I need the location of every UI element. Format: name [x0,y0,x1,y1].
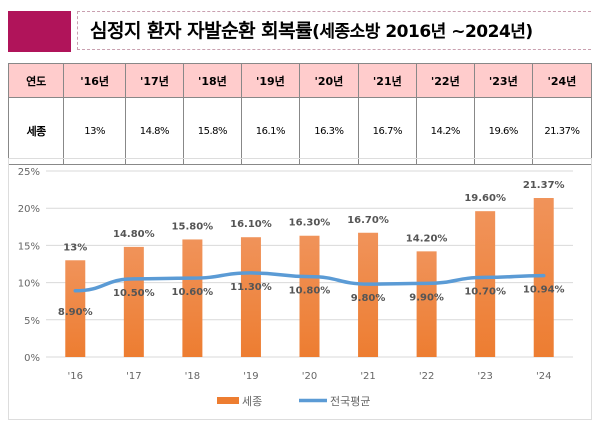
title-main: 심정지 환자 자발순환 회복률 [90,20,313,42]
data-cell: 14.2% [415,97,475,165]
x-tick-label: '23 [477,371,492,382]
bar-data-label: 16.70% [347,215,389,226]
y-tick-label: 25% [18,167,40,178]
bar-sejong [182,239,203,357]
data-cell: 14.8% [124,97,184,165]
chart: 0% 5% 10% 15% 20% 25% 13% 14.80% 15.80% 16.10% 16.… [8,158,592,420]
line-data-label: 10.50% [113,288,155,299]
bar-sejong [299,235,320,357]
header-cell: '21년 [357,63,417,98]
line-data-label: 10.94% [523,285,565,296]
bar-data-label: 19.60% [464,193,506,204]
bar-data-label: 14.20% [406,233,448,244]
x-tick-label: '18 [185,371,200,382]
bar-data-label: 13% [63,242,87,253]
header-cell: '20년 [298,63,359,98]
header-cell: '19년 [240,63,300,98]
y-tick-label: 0% [24,353,40,364]
x-tick-label: '24 [536,371,551,382]
header-cell: '16년 [63,63,126,98]
bar-sejong [240,237,261,357]
line-national-average [73,271,546,293]
data-cell: 16.1% [240,97,300,165]
data-cell: 13% [63,97,126,165]
data-cell: 19.6% [473,97,533,165]
legend-label-sejong: 세종 [242,395,262,408]
line-data-label: 8.90% [58,307,93,318]
y-tick-label: 5% [24,316,40,327]
data-cell: 21.37% [531,97,593,165]
header-cell: '22년 [415,63,475,98]
x-tick-label: '21 [360,371,375,382]
table-header-row: 연도 '16년 '17년 '18년 '19년 '20년 '21년 '22년 '23년 '24년 [7,63,593,98]
line-data-label: 11.30% [230,282,272,293]
line-data-label: 9.80% [351,293,386,304]
header-cell: '24년 [531,63,593,98]
bar-sejong [65,260,86,357]
bar-sejong [123,246,144,357]
bar-data-label: 16.30% [289,218,331,229]
x-tick-label: '22 [419,371,434,382]
legend-bar-swatch [217,397,239,404]
y-tick-label: 20% [18,204,40,215]
y-tick-label: 15% [18,241,40,252]
header-cell: '17년 [124,63,184,98]
header-cell: '23년 [473,63,533,98]
data-cell: 세종 [7,97,65,165]
y-tick-label: 10% [18,279,40,290]
title-banner-block [8,11,71,52]
bar-sejong [358,232,379,357]
header-cell: 연도 [7,63,65,98]
bar-data-label: 16.10% [230,219,272,230]
table-row: 세종 13% 14.8% 15.8% 16.1% 16.3% 16.7% 14.2% 19.6%… [7,97,593,165]
bar-data-label: 15.80% [172,221,214,232]
bar-sejong [533,198,554,357]
page-title: 심정지 환자 자발순환 회복률(세종소방 2016년 ~2024년) [77,11,591,50]
line-data-label: 10.80% [289,286,331,297]
x-tick-label: '16 [68,371,83,382]
data-cell: 16.7% [357,97,417,165]
bar-sejong [475,211,496,357]
bar-sejong [416,251,437,357]
chart-svg: 0% 5% 10% 15% 20% 25% 13% 14.80% 15.80% 16.10% 16.… [18,167,573,408]
line-data-label: 9.90% [409,292,444,303]
rate-table: 연도 '16년 '17년 '18년 '19년 '20년 '21년 '22년 '23년 '24년 세… [7,63,593,165]
data-cell: 15.8% [182,97,242,165]
line-data-label: 10.70% [464,286,506,297]
bar-data-label: 21.37% [523,180,565,191]
legend-label-national: 전국평균 [330,395,370,408]
header-cell: '18년 [182,63,242,98]
data-cell: 16.3% [298,97,359,165]
x-tick-label: '20 [302,371,317,382]
bar-data-label: 14.80% [113,229,155,240]
x-tick-label: '17 [126,371,141,382]
title-sub: (세종소방 2016년 ~2024년) [312,22,533,42]
x-tick-label: '19 [243,371,258,382]
line-data-label: 10.60% [172,287,214,298]
